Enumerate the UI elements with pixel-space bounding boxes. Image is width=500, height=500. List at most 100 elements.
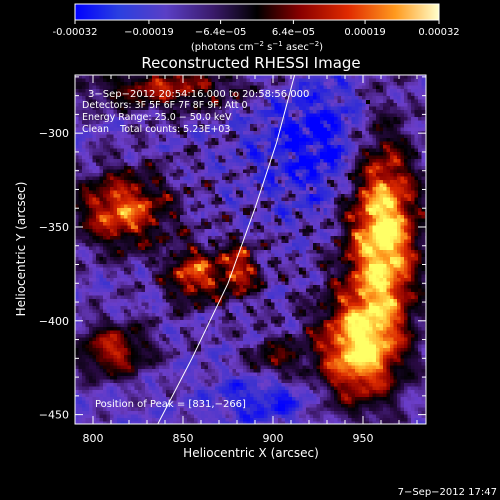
heatmap-cell [295, 152, 300, 156]
heatmap-cell [117, 162, 121, 167]
heatmap-cell [204, 176, 209, 181]
heatmap-cell [302, 99, 307, 104]
heatmap-cell [215, 159, 219, 163]
heatmap-cell [278, 103, 282, 107]
heatmap-cell [218, 110, 223, 114]
heatmap-cell [358, 75, 363, 79]
heatmap-cell [295, 138, 300, 142]
heatmap-cell [194, 208, 198, 212]
heatmap-cell [180, 78, 184, 83]
heatmap-cell [89, 127, 93, 132]
heatmap-cell [92, 85, 97, 90]
heatmap-cell [278, 159, 282, 163]
heatmap-cell [386, 232, 391, 237]
heatmap-cell [243, 131, 247, 135]
heatmap-cell [278, 117, 282, 121]
heatmap-cell [215, 117, 219, 121]
heatmap-cell [411, 110, 415, 114]
heatmap-cell [117, 134, 121, 139]
heatmap-cell [169, 99, 174, 104]
heatmap-cell [208, 134, 212, 139]
heatmap-cell [309, 187, 314, 191]
heatmap-cell [117, 75, 121, 79]
heatmap-cell [190, 155, 195, 160]
heatmap-cell [113, 82, 118, 86]
heatmap-cell [285, 106, 289, 111]
heatmap-cell [197, 99, 202, 104]
heatmap-cell [337, 159, 342, 163]
heatmap-cell [222, 148, 226, 153]
heatmap-cell [218, 229, 223, 233]
heatmap-cell [334, 106, 338, 111]
heatmap-cell [302, 92, 307, 97]
heatmap-cell [131, 176, 135, 181]
heatmap-cell [421, 110, 426, 114]
heatmap-cell [145, 180, 149, 184]
heatmap-cell [211, 176, 216, 181]
heatmap-cell [257, 176, 261, 181]
heatmap-cell [274, 96, 279, 100]
heatmap-cell [110, 148, 114, 153]
heatmap-cell [253, 159, 258, 163]
heatmap-cell [201, 148, 205, 153]
heatmap-cell [397, 239, 401, 244]
heatmap-cell [232, 183, 237, 188]
heatmap-cell [229, 99, 233, 104]
heatmap-cell [243, 145, 247, 149]
heatmap-cell [341, 113, 345, 118]
heatmap-cell [176, 169, 181, 174]
heatmap-cell [92, 99, 97, 104]
heatmap-cell [152, 183, 156, 188]
heatmap-cell [376, 141, 380, 146]
heatmap-cell [264, 152, 268, 156]
heatmap-cell [411, 201, 415, 205]
heatmap-cell [183, 187, 188, 191]
colorbar-tick-label: −6.4e−05 [195, 27, 247, 38]
heatmap-cell [222, 82, 226, 86]
heatmap-cell [190, 239, 195, 244]
heatmap-cell [201, 103, 205, 107]
heatmap-cell [110, 75, 114, 79]
heatmap-cell [222, 229, 226, 233]
heatmap-cell [180, 155, 184, 160]
heatmap-cell [260, 232, 265, 237]
heatmap-cell [159, 176, 163, 181]
heatmap-cell [264, 194, 268, 198]
heatmap-cell [274, 215, 279, 219]
heatmap-cell [180, 82, 184, 86]
heatmap-cell [82, 134, 86, 139]
heatmap-cell [152, 152, 156, 156]
heatmap-cell [127, 176, 132, 181]
heatmap-cell [274, 127, 279, 132]
heatmap-cell [173, 96, 177, 100]
heatmap-cell [369, 169, 373, 174]
heatmap-cell [365, 148, 370, 153]
heatmap-cell [411, 145, 415, 149]
heatmap-cell [75, 173, 79, 177]
heatmap-cell [260, 215, 265, 219]
heatmap-cell [253, 117, 258, 121]
heatmap-cell [134, 106, 139, 111]
heatmap-cell [369, 134, 373, 139]
heatmap-cell [348, 222, 352, 226]
heatmap-cell [78, 190, 83, 195]
heatmap-cell [85, 85, 90, 90]
heatmap-cell [390, 180, 394, 184]
heatmap-cell [334, 96, 338, 100]
heatmap-cell [246, 106, 251, 111]
heatmap-cell [302, 236, 307, 240]
heatmap-cell [330, 138, 335, 142]
heatmap-cell [418, 89, 422, 93]
heatmap-cell [358, 134, 363, 139]
heatmap-cell [229, 166, 233, 170]
heatmap-cell [267, 75, 272, 79]
heatmap-cell [309, 159, 314, 163]
heatmap-cell [208, 218, 212, 223]
heatmap-cell [397, 113, 401, 118]
heatmap-cell [127, 113, 132, 118]
heatmap-cell [89, 155, 93, 160]
heatmap-cell [334, 131, 338, 135]
heatmap-cell [253, 187, 258, 191]
heatmap-cell [113, 103, 118, 107]
heatmap-cell [313, 201, 317, 205]
